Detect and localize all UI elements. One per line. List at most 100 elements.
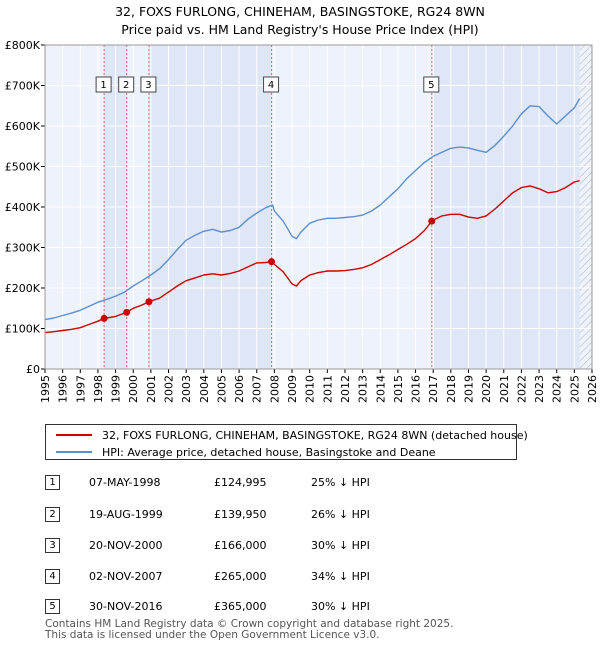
x-tick-label: 2006 xyxy=(233,375,246,403)
footer: Contains HM Land Registry data © Crown c… xyxy=(45,619,453,641)
legend-label-property: 32, FOXS FURLONG, CHINEHAM, BASINGSTOKE,… xyxy=(102,428,528,442)
x-tick-label: 2011 xyxy=(321,375,334,403)
x-tick-label: 2004 xyxy=(198,375,211,403)
price-chart: 1 2 3 4 5 £0 £100K £200K £300K £400K £500K £600K £70… xyxy=(5,39,599,403)
hpi-series-line xyxy=(44,98,581,321)
table-row: 2 19-AUG-1999 £139,950 26% ↓ HPI xyxy=(0,507,600,525)
x-tick-label: 2015 xyxy=(392,375,405,403)
sale-price: £124,995 xyxy=(214,476,267,489)
sale-label-box: 4 xyxy=(263,76,280,93)
sale-hpi-diff: 26% ↓ HPI xyxy=(311,508,370,521)
chart-title: 32, FOXS FURLONG, CHINEHAM, BASINGSTOKE,… xyxy=(115,4,485,19)
y-tick-label: £200K xyxy=(5,282,41,295)
x-tick-label: 1997 xyxy=(74,375,87,403)
sale-date: 07-MAY-1998 xyxy=(89,476,161,489)
x-tick-label: 2017 xyxy=(427,375,440,403)
table-row: 3 20-NOV-2000 £166,000 30% ↓ HPI xyxy=(0,538,600,556)
sale-date: 19-AUG-1999 xyxy=(89,508,163,521)
x-tick-label: 2007 xyxy=(251,375,264,403)
y-tick-label: £700K xyxy=(5,80,41,93)
y-tick-label: £500K xyxy=(5,161,41,174)
x-tick-label: 2005 xyxy=(215,375,228,403)
sale-point xyxy=(123,308,131,316)
sale-price: £365,000 xyxy=(214,600,267,613)
legend-swatch-property xyxy=(56,434,92,436)
sale-label-text: 3 xyxy=(145,80,151,91)
sale-label-text: 1 xyxy=(100,80,106,91)
legend-label-hpi: HPI: Average price, detached house, Basi… xyxy=(102,445,436,459)
sale-number-badge: 3 xyxy=(45,538,60,553)
x-tick-label: 2012 xyxy=(339,375,352,403)
sale-label-frame xyxy=(423,76,440,93)
y-tick-label: £400K xyxy=(5,201,41,214)
sale-label-frame xyxy=(95,76,112,93)
sale-hpi-diff: 30% ↓ HPI xyxy=(311,539,370,552)
x-tick-label: 1996 xyxy=(57,375,70,403)
legend-swatch-hpi xyxy=(56,451,92,453)
y-tick-label: £600K xyxy=(5,120,41,133)
legend-item-hpi: HPI: Average price, detached house, Basi… xyxy=(56,444,436,460)
x-tick-label: 2018 xyxy=(445,375,458,403)
x-tick-label: 2001 xyxy=(145,375,158,403)
table-row: 4 02-NOV-2007 £265,000 34% ↓ HPI xyxy=(0,569,600,587)
sale-label-box: 1 xyxy=(95,76,112,93)
x-tick-label: 2024 xyxy=(551,375,564,403)
y-tick-label: £100K xyxy=(5,323,41,336)
sale-hpi-diff: 30% ↓ HPI xyxy=(311,600,370,613)
sale-date: 02-NOV-2007 xyxy=(89,570,163,583)
x-tick-label: 2003 xyxy=(180,375,193,403)
x-tick-label: 2019 xyxy=(462,375,475,403)
footer-license: This data is licensed under the Open Gov… xyxy=(45,629,380,641)
sale-label-frame xyxy=(140,76,157,93)
x-tick-label: 2021 xyxy=(498,375,511,403)
sale-number-badge: 5 xyxy=(45,599,60,614)
sale-point xyxy=(100,314,108,322)
x-tick-label: 2008 xyxy=(268,375,281,403)
x-tick-label: 2020 xyxy=(480,375,493,403)
sale-date: 30-NOV-2016 xyxy=(89,600,163,613)
legend-item-property: 32, FOXS FURLONG, CHINEHAM, BASINGSTOKE,… xyxy=(56,427,528,443)
sale-label-text: 4 xyxy=(268,80,274,91)
y-tick-label: £800K xyxy=(5,39,41,52)
x-tick-label: 1999 xyxy=(110,375,123,403)
chart-subtitle: Price paid vs. HM Land Registry's House … xyxy=(121,22,479,37)
sale-hpi-diff: 34% ↓ HPI xyxy=(311,570,370,583)
plot-frame xyxy=(44,44,593,370)
sale-point xyxy=(428,217,436,225)
sale-price: £265,000 xyxy=(214,570,267,583)
x-tick-label: 1998 xyxy=(92,375,105,403)
sale-number-badge: 4 xyxy=(45,569,60,584)
footer-copyright: Contains HM Land Registry data © Crown c… xyxy=(45,618,454,630)
table-row: 5 30-NOV-2016 £365,000 30% ↓ HPI xyxy=(0,599,600,617)
sale-label-frame xyxy=(263,76,280,93)
sale-date: 20-NOV-2000 xyxy=(89,539,163,552)
y-tick-label: £0 xyxy=(26,363,40,376)
x-tick-label: 2009 xyxy=(286,375,299,403)
sale-point xyxy=(145,298,153,306)
y-tick-label: £300K xyxy=(5,242,41,255)
x-tick-label: 2023 xyxy=(533,375,546,403)
sale-number-badge: 2 xyxy=(45,507,60,522)
sale-price: £139,950 xyxy=(214,508,267,521)
sale-hpi-diff: 25% ↓ HPI xyxy=(311,476,370,489)
x-tick-label: 2000 xyxy=(127,375,140,403)
table-row: 1 07-MAY-1998 £124,995 25% ↓ HPI xyxy=(0,475,600,493)
x-tick-label: 2026 xyxy=(586,375,599,403)
legend: 32, FOXS FURLONG, CHINEHAM, BASINGSTOKE,… xyxy=(45,424,528,460)
chart-title-block: 32, FOXS FURLONG, CHINEHAM, BASINGSTOKE,… xyxy=(0,3,600,39)
x-tick-label: 2025 xyxy=(568,375,581,403)
x-tick-label: 2022 xyxy=(515,375,528,403)
property-series-line xyxy=(44,180,580,334)
sale-price: £166,000 xyxy=(214,539,267,552)
sale-number-badge: 1 xyxy=(45,475,60,490)
x-tick-label: 1995 xyxy=(39,375,52,403)
x-tick-label: 2002 xyxy=(163,375,176,403)
sale-label-frame xyxy=(118,76,135,93)
sale-label-box: 2 xyxy=(118,76,135,93)
x-tick-label: 2010 xyxy=(304,375,317,403)
sale-point xyxy=(268,258,276,266)
sale-label-text: 5 xyxy=(428,80,434,91)
x-tick-label: 2013 xyxy=(357,375,370,403)
x-tick-label: 2014 xyxy=(374,375,387,403)
sale-label-box: 5 xyxy=(423,76,440,93)
